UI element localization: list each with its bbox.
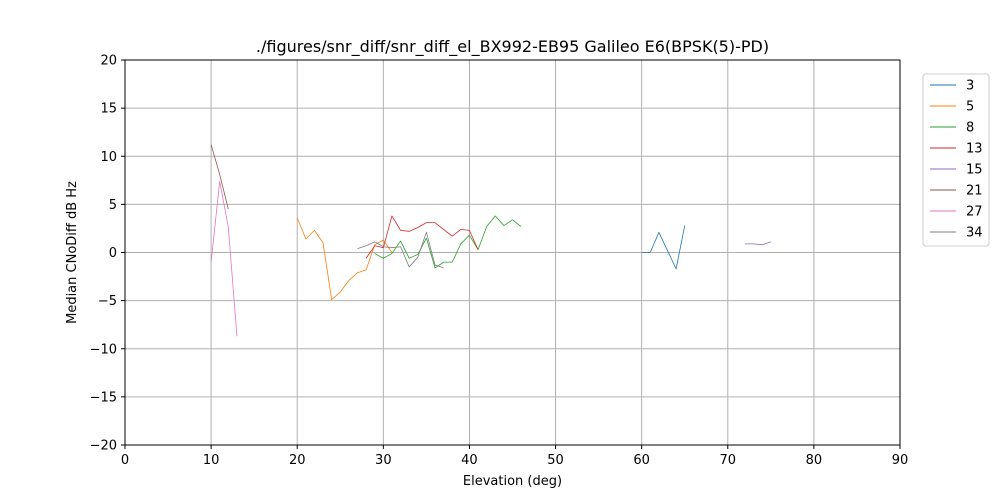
series-group — [210, 144, 771, 337]
x-tick-label: 30 — [375, 453, 392, 468]
y-tick-label: −15 — [90, 390, 117, 405]
legend-label-34: 34 — [966, 226, 983, 241]
x-tick-label: 20 — [289, 453, 306, 468]
x-tick-label: 10 — [203, 453, 220, 468]
series-line-15 — [745, 241, 771, 246]
series-line-5 — [296, 217, 393, 301]
series-line-27 — [210, 180, 238, 337]
legend-box — [922, 73, 990, 247]
series-line-21 — [210, 144, 229, 210]
series-line-8 — [374, 215, 522, 269]
ticks: 0 10 20 30 40 50 60 70 80 90 −20 −15 −10 −5 0 5 10 15 20 — [90, 54, 909, 469]
y-tick-label: 20 — [100, 54, 117, 69]
legend: 3 5 8 13 15 21 27 34 — [922, 73, 990, 247]
x-tick-label: 60 — [633, 453, 650, 468]
legend-label-15: 15 — [966, 163, 983, 178]
x-tick-label: 0 — [121, 453, 129, 468]
legend-label-5: 5 — [966, 100, 974, 115]
legend-label-13: 13 — [966, 142, 983, 157]
x-axis-label: Elevation (deg) — [463, 474, 562, 489]
y-axis-label: Median CNoDiff dB Hz — [65, 181, 80, 324]
y-tick-label: −20 — [90, 439, 117, 454]
y-tick-label: −10 — [90, 342, 117, 357]
legend-label-27: 27 — [966, 205, 983, 220]
y-tick-label: 10 — [100, 150, 117, 165]
y-tick-label: −5 — [98, 294, 117, 309]
series-line-3 — [641, 225, 686, 270]
y-tick-label: 5 — [109, 198, 117, 213]
x-tick-label: 50 — [547, 453, 564, 468]
series-line-34 — [357, 231, 444, 269]
x-tick-label: 80 — [806, 453, 823, 468]
legend-label-21: 21 — [966, 184, 983, 199]
x-tick-label: 70 — [720, 453, 737, 468]
series-line-13 — [365, 215, 479, 259]
y-tick-label: 0 — [109, 246, 117, 261]
chart-title: ./figures/snr_diff/snr_diff_el_BX992-EB9… — [256, 37, 769, 57]
x-tick-label: 90 — [892, 453, 909, 468]
x-tick-label: 40 — [461, 453, 478, 468]
legend-label-3: 3 — [966, 79, 974, 94]
y-tick-label: 15 — [100, 102, 117, 117]
legend-label-8: 8 — [966, 121, 974, 136]
